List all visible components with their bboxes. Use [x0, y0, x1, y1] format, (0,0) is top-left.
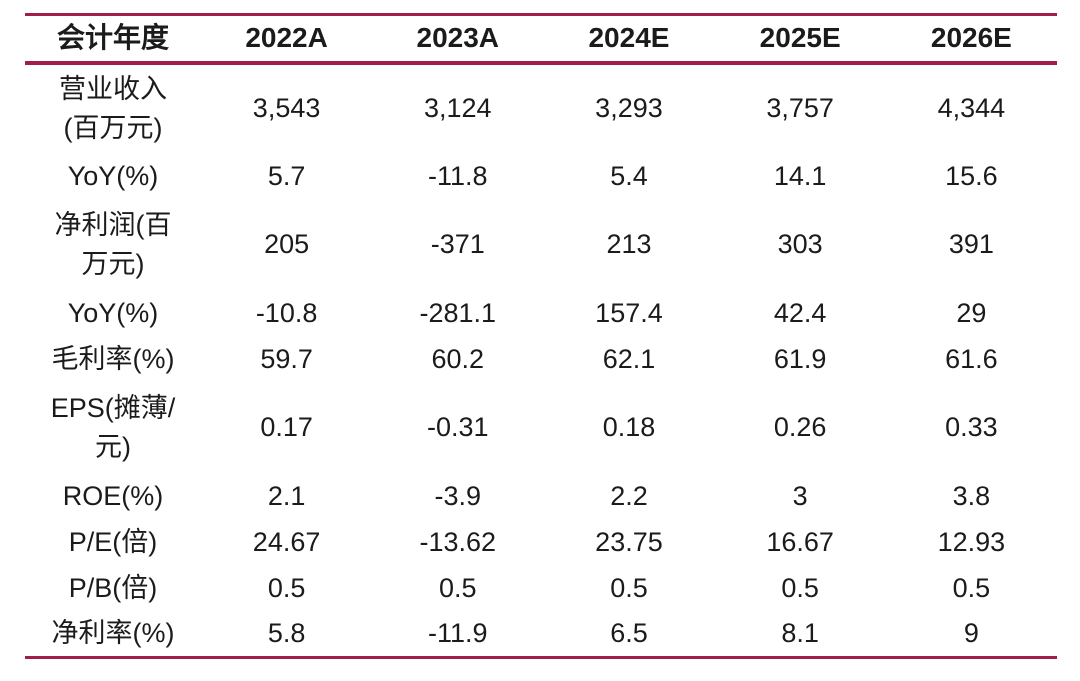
row-label: 净利率(%) [51, 618, 175, 649]
table-cell: 0.5 [439, 572, 477, 603]
header-cell-metric: 会计年度 [56, 21, 169, 53]
table-cell: 391 [948, 229, 994, 260]
table-cell: -0.31 [427, 412, 489, 443]
table-cell: 4,344 [937, 93, 1006, 124]
row-label: 营业收入 (百万元) [59, 73, 167, 143]
financial-estimates-table: 会计年度 2022A 2023A 2024E 2025E 2026E 营业收入 (百万元)… [25, 13, 1057, 659]
table-cell: -13.62 [419, 526, 497, 557]
table-cell: 61.9 [773, 343, 827, 374]
table-row: ROE(%) 2.1 -3.9 2.2 3 3.8 [25, 474, 1057, 520]
table-cell: -3.9 [434, 480, 482, 511]
table-cell: 3.8 [952, 480, 991, 511]
table-cell: 12.93 [937, 526, 1006, 557]
table-cell: -371 [430, 229, 485, 260]
table-cell: 3,543 [252, 93, 321, 124]
table-cell: 62.1 [602, 343, 656, 374]
table-cell: 5.7 [267, 160, 306, 191]
table-row: 营业收入 (百万元) 3,543 3,124 3,293 3,757 4,344 [25, 63, 1057, 154]
header-cell-year: 2022A [245, 21, 328, 53]
table-cell: -10.8 [255, 297, 318, 328]
table-cell: 303 [777, 229, 823, 260]
table-cell: -11.9 [428, 618, 488, 649]
table-row: 净利率(%) 5.8 -11.9 6.5 8.1 9 [25, 612, 1057, 658]
table-cell: 5.4 [610, 160, 648, 191]
table-cell: 8.1 [781, 618, 819, 649]
table-body: 营业收入 (百万元) 3,543 3,124 3,293 3,757 4,344 YoY(%… [25, 63, 1057, 658]
table-cell: 2.2 [610, 480, 648, 511]
table-cell: 0.5 [267, 572, 306, 603]
row-label: P/E(倍) [68, 526, 158, 557]
header-cell-year: 2025E [759, 21, 841, 53]
table-cell: 60.2 [431, 343, 485, 374]
row-label: 毛利率(%) [51, 343, 175, 374]
table-cell: 2.1 [267, 480, 306, 511]
table-cell: 0.33 [945, 412, 998, 443]
table-row: YoY(%) 5.7 -11.8 5.4 14.1 15.6 [25, 154, 1057, 200]
table-cell: 61.6 [945, 343, 998, 374]
table-cell: -11.8 [428, 160, 488, 191]
table-cell: 6.5 [610, 618, 648, 649]
table-cell: 5.8 [267, 618, 306, 649]
table-row: 净利润(百 万元) 205 -371 213 303 391 [25, 200, 1057, 291]
table-cell: 23.75 [595, 526, 663, 557]
table-header-row: 会计年度 2022A 2023A 2024E 2025E 2026E [25, 15, 1057, 63]
row-label: P/B(倍) [68, 572, 158, 603]
table-cell: 42.4 [773, 297, 827, 328]
table-row: EPS(摊薄/ 元) 0.17 -0.31 0.18 0.26 0.33 [25, 383, 1057, 474]
table-cell: 213 [606, 229, 652, 260]
header-cell-year: 2023A [416, 21, 500, 53]
row-label: ROE(%) [62, 480, 164, 511]
financial-estimates-table-container: 会计年度 2022A 2023A 2024E 2025E 2026E 营业收入 (百万元)… [25, 13, 1057, 659]
table-row: 毛利率(%) 59.7 60.2 62.1 61.9 61.6 [25, 337, 1057, 383]
header-cell-year: 2026E [930, 21, 1012, 53]
table-row: P/E(倍) 24.67 -13.62 23.75 16.67 12.93 [25, 520, 1057, 566]
table-row: YoY(%) -10.8 -281.1 157.4 42.4 29 [25, 291, 1057, 337]
header-cell-year: 2024E [588, 21, 670, 53]
table-cell: 24.67 [252, 526, 321, 557]
table-cell: 16.67 [766, 526, 834, 557]
table-cell: 157.4 [595, 297, 663, 328]
table-cell: -281.1 [419, 297, 497, 328]
table-cell: 29 [956, 297, 987, 328]
table-cell: 14.1 [773, 160, 827, 191]
table-cell: 3,293 [595, 93, 663, 124]
table-cell: 0.5 [781, 572, 819, 603]
row-label: EPS(摊薄/ 元) [50, 392, 176, 462]
table-cell: 0.17 [260, 412, 313, 443]
table-cell: 0.5 [952, 572, 991, 603]
table-cell: 3,757 [766, 93, 834, 124]
table-cell: 0.18 [602, 412, 656, 443]
table-cell: 3,124 [423, 93, 492, 124]
table-cell: 0.26 [773, 412, 827, 443]
table-cell: 205 [264, 229, 310, 260]
table-row: P/B(倍) 0.5 0.5 0.5 0.5 0.5 [25, 566, 1057, 612]
table-cell: 0.5 [610, 572, 648, 603]
row-label: 净利润(百 万元) [54, 209, 172, 279]
table-cell: 15.6 [945, 160, 998, 191]
table-cell: 9 [963, 618, 979, 649]
row-label: YoY(%) [67, 160, 159, 191]
table-cell: 59.7 [260, 343, 313, 374]
row-label: YoY(%) [67, 297, 159, 328]
table-cell: 3 [792, 480, 808, 511]
